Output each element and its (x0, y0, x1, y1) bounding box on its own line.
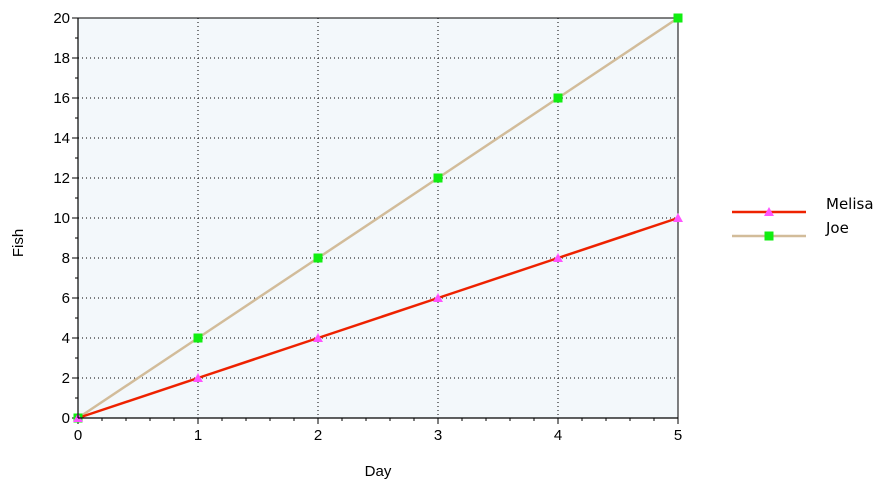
y-tick-label: 4 (62, 330, 70, 347)
y-tick-label: 10 (53, 210, 70, 227)
y-tick-label: 8 (62, 250, 70, 267)
y-tick-label: 18 (53, 50, 70, 67)
y-tick-label: 20 (53, 10, 70, 27)
legend: Melisa Joe (732, 195, 874, 241)
y-tick-label: 2 (62, 370, 70, 387)
data-point (673, 13, 683, 23)
y-tick-label: 16 (53, 90, 70, 107)
y-tick-label: 12 (53, 170, 70, 187)
axes (77, 18, 678, 419)
legend-marker (764, 207, 774, 216)
x-tick-label: 1 (194, 427, 202, 444)
series-line-melisa (77, 216, 679, 420)
legend-marker (764, 231, 774, 241)
data-point (313, 253, 323, 263)
data-point (433, 173, 443, 183)
y-axis-title: Fish (10, 229, 27, 257)
data-point (673, 213, 683, 222)
y-tick-label: 6 (62, 290, 70, 307)
series-group (73, 13, 683, 423)
x-tick-label: 4 (554, 427, 562, 444)
series-markers-melisa (73, 213, 683, 422)
data-point (193, 373, 203, 382)
x-axis-title: Day (365, 463, 392, 480)
data-point (553, 93, 563, 103)
series-melisa (77, 216, 679, 420)
x-tick-label: 2 (314, 427, 322, 444)
data-point (313, 333, 323, 342)
legend-label: Joe (825, 219, 849, 237)
data-point (553, 253, 563, 262)
legend-item: Melisa (732, 195, 874, 216)
series-joe (77, 16, 679, 420)
legend-label: Melisa (826, 195, 874, 213)
x-tick-label: 0 (74, 427, 82, 444)
legend-item: Joe (732, 219, 849, 241)
y-tick-label: 14 (53, 130, 70, 147)
x-tick-label: 3 (434, 427, 442, 444)
data-point (433, 293, 443, 302)
y-tick-label: 0 (62, 410, 70, 427)
x-tick-label: 5 (674, 427, 682, 444)
series-line-joe (77, 16, 679, 420)
data-point (193, 333, 203, 343)
